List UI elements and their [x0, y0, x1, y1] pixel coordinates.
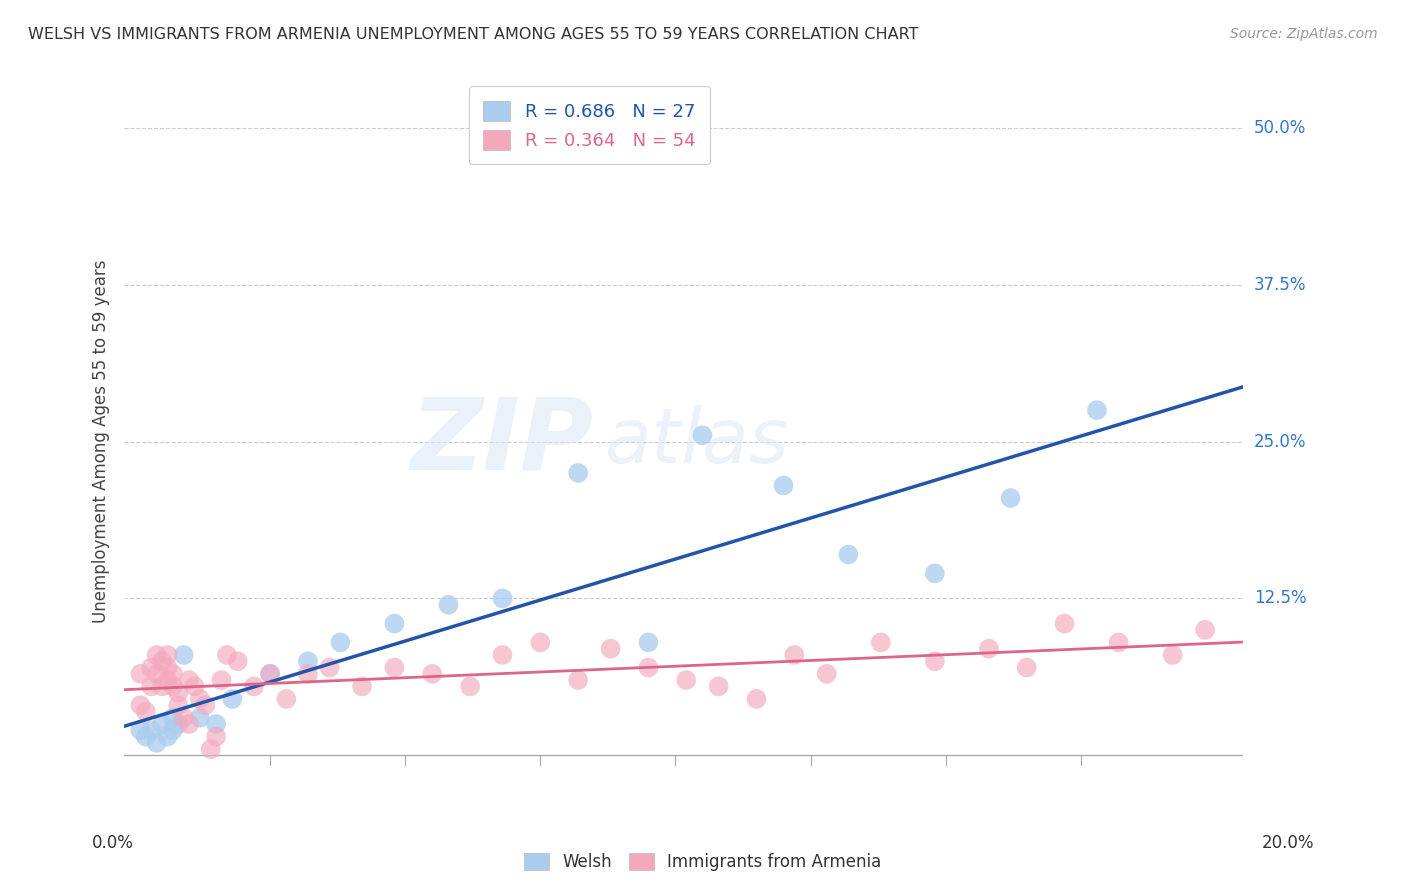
Point [141, 679, 163, 693]
Point [221, 692, 243, 706]
Point [707, 679, 730, 693]
Point [491, 591, 513, 606]
Point [205, 730, 228, 744]
Point [167, 686, 190, 700]
Point [529, 635, 551, 649]
Text: 50.0%: 50.0% [1254, 119, 1306, 136]
Point [145, 736, 167, 750]
Point [156, 660, 179, 674]
Point [162, 679, 184, 693]
Point [173, 711, 195, 725]
Point [188, 711, 211, 725]
Point [772, 478, 794, 492]
Point [783, 648, 806, 662]
Point [1161, 648, 1184, 662]
Point [150, 654, 173, 668]
Point [567, 466, 589, 480]
Point [177, 673, 200, 687]
Point [162, 723, 184, 738]
Point [297, 654, 319, 668]
Point [491, 648, 513, 662]
Point [692, 428, 714, 442]
Point [869, 635, 891, 649]
Point [167, 717, 190, 731]
Point [329, 635, 352, 649]
Point [977, 641, 1000, 656]
Point [384, 660, 406, 674]
Point [135, 730, 157, 744]
Point [162, 666, 184, 681]
Point [183, 679, 205, 693]
Point [745, 692, 768, 706]
Point [350, 679, 373, 693]
Point [188, 692, 211, 706]
Point [129, 666, 152, 681]
Point [297, 666, 319, 681]
Point [129, 723, 152, 738]
Point [675, 673, 697, 687]
Point [177, 717, 200, 731]
Point [141, 660, 163, 674]
Point [141, 723, 163, 738]
Point [150, 679, 173, 693]
Point [1053, 616, 1076, 631]
Point [145, 648, 167, 662]
Point [211, 673, 233, 687]
Point [420, 666, 443, 681]
Point [437, 598, 460, 612]
Text: ZIP: ZIP [411, 393, 595, 490]
Text: Source: ZipAtlas.com: Source: ZipAtlas.com [1230, 27, 1378, 41]
Point [167, 698, 190, 713]
Point [924, 566, 946, 581]
Y-axis label: Unemployment Among Ages 55 to 59 years: Unemployment Among Ages 55 to 59 years [93, 260, 110, 624]
Point [599, 641, 621, 656]
Point [226, 654, 249, 668]
Point [318, 660, 340, 674]
Point [458, 679, 481, 693]
Legend: R = 0.686   N = 27, R = 0.364   N = 54: R = 0.686 N = 27, R = 0.364 N = 54 [468, 87, 710, 164]
Point [259, 666, 281, 681]
Point [567, 673, 589, 687]
Text: WELSH VS IMMIGRANTS FROM ARMENIA UNEMPLOYMENT AMONG AGES 55 TO 59 YEARS CORRELAT: WELSH VS IMMIGRANTS FROM ARMENIA UNEMPLO… [28, 27, 918, 42]
Point [135, 705, 157, 719]
Point [1015, 660, 1038, 674]
Point [837, 548, 859, 562]
Text: 25.0%: 25.0% [1254, 433, 1306, 450]
Point [156, 673, 179, 687]
Text: 20.0%: 20.0% [1263, 834, 1315, 852]
Point [173, 648, 195, 662]
Text: 37.5%: 37.5% [1254, 276, 1306, 293]
Legend: Welsh, Immigrants from Armenia: Welsh, Immigrants from Armenia [516, 845, 890, 880]
Point [276, 692, 298, 706]
Point [156, 648, 179, 662]
Point [637, 635, 659, 649]
Point [150, 717, 173, 731]
Point [259, 666, 281, 681]
Point [145, 666, 167, 681]
Point [1000, 491, 1022, 505]
Point [1194, 623, 1216, 637]
Point [637, 660, 659, 674]
Point [156, 730, 179, 744]
Point [243, 679, 266, 693]
Point [924, 654, 946, 668]
Point [1085, 403, 1108, 417]
Point [129, 698, 152, 713]
Text: 0.0%: 0.0% [91, 834, 134, 852]
Point [384, 616, 406, 631]
Text: atlas: atlas [605, 405, 790, 478]
Point [205, 717, 228, 731]
Text: 12.5%: 12.5% [1254, 590, 1306, 607]
Point [200, 742, 222, 756]
Point [1108, 635, 1130, 649]
Point [162, 711, 184, 725]
Point [815, 666, 838, 681]
Point [215, 648, 238, 662]
Point [194, 698, 217, 713]
